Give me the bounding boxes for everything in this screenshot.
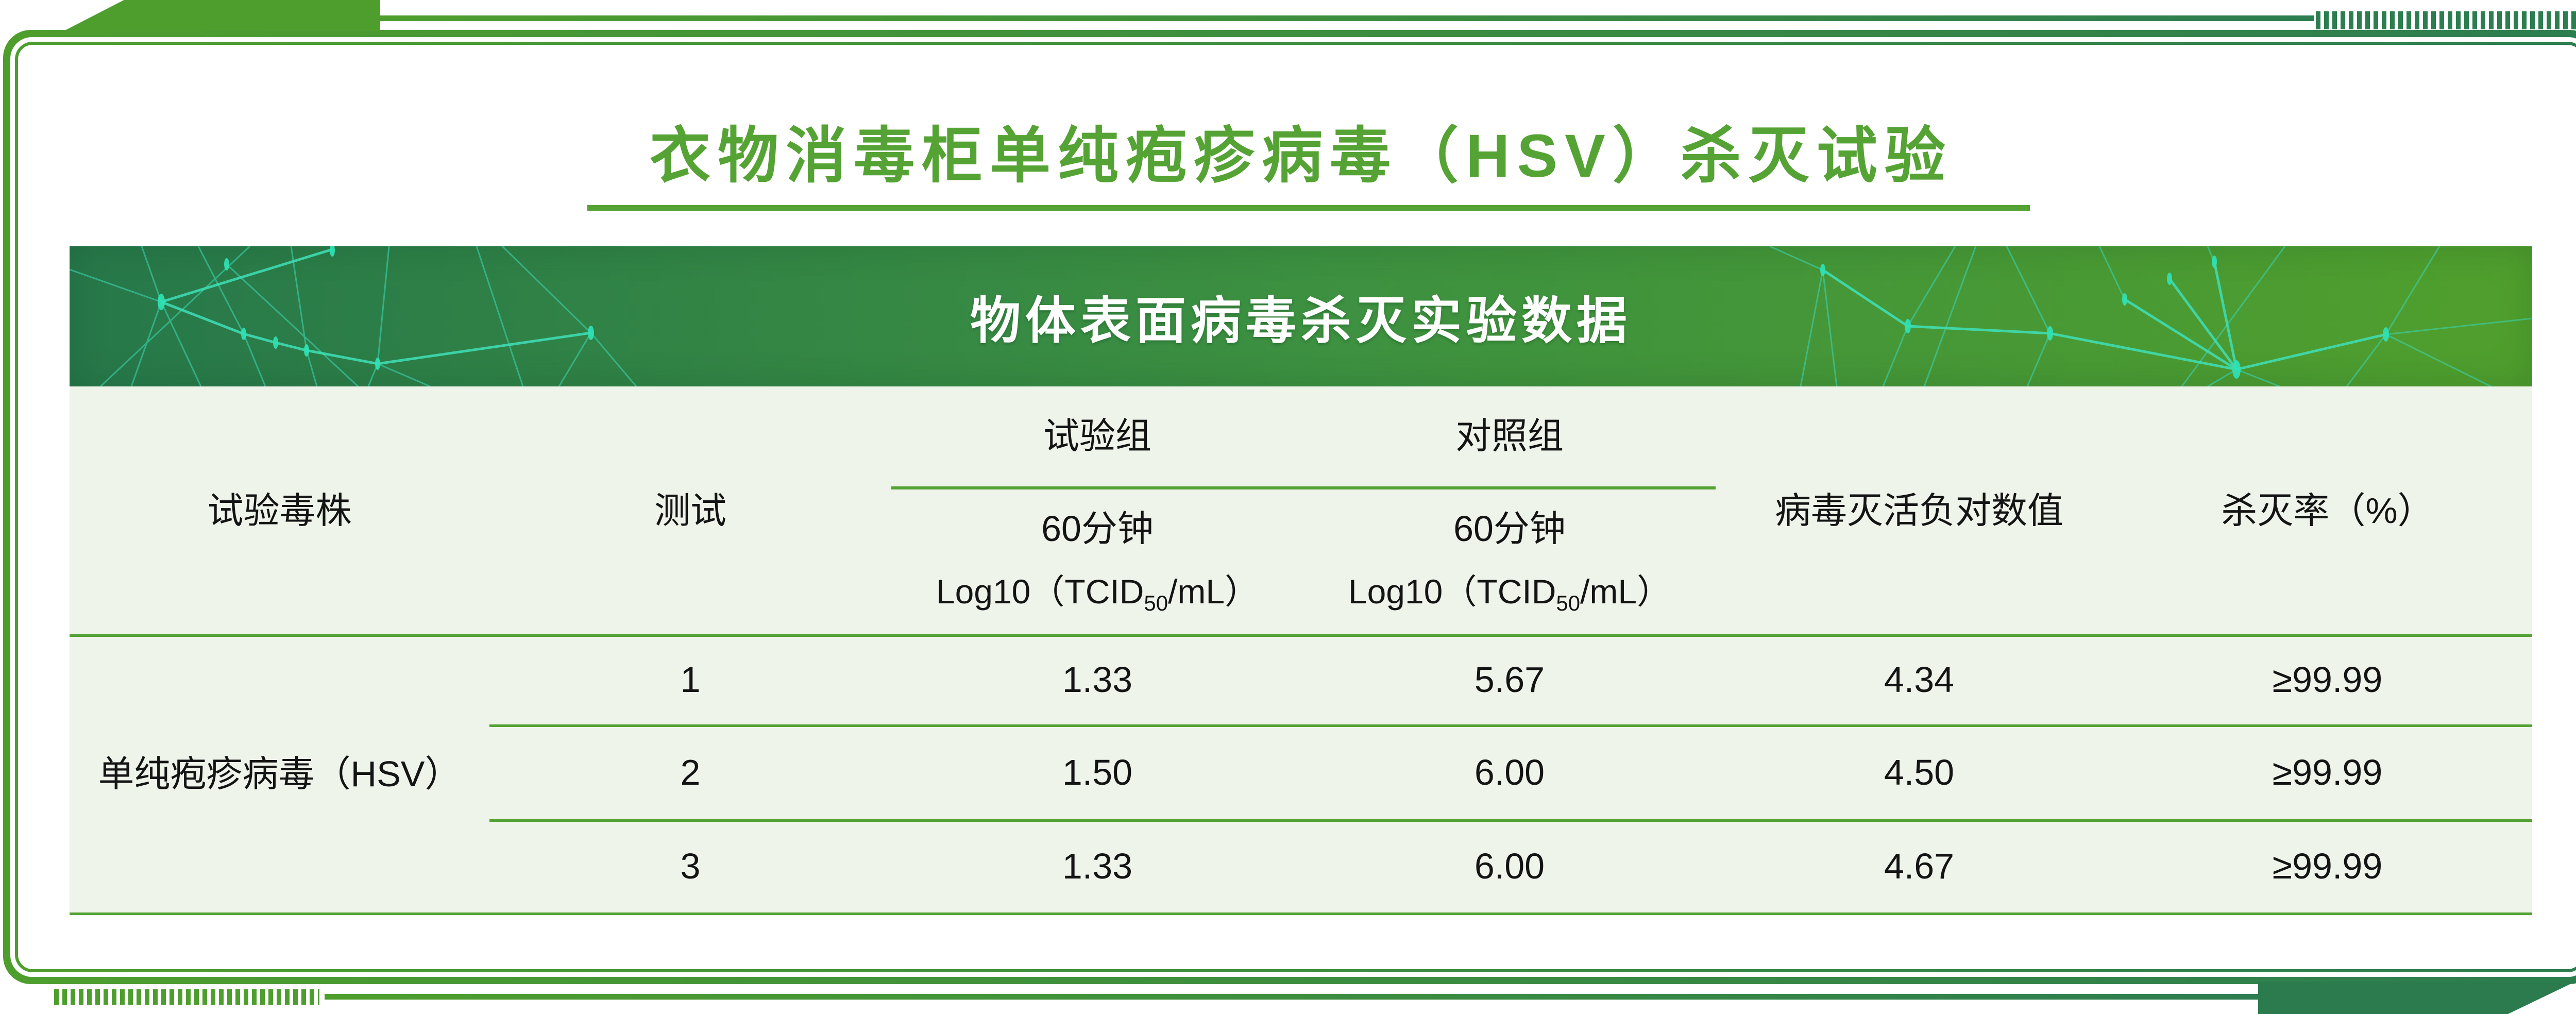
cell-control-group-value: 5.67 — [1474, 660, 1545, 700]
cell-kill-rate-value: ≥99.99 — [2272, 846, 2383, 887]
header-log-unit: Log10（TCID50/mL） — [1348, 570, 1671, 617]
header-time-label: 60分钟 — [1453, 509, 1566, 549]
cell-neg-log-value: 4.50 — [1884, 752, 1955, 792]
cell-test-group-value: 1.50 — [1062, 752, 1133, 792]
cell-neg-log-value: 4.67 — [1884, 846, 1955, 887]
header-log-unit: Log10（TCID50/mL） — [936, 570, 1259, 617]
cell-neg-log-value: 4.34 — [1884, 660, 1955, 700]
header-neg-log: 病毒灭活负对数值 — [1775, 490, 2063, 531]
page-title: 衣物消毒柜单纯疱疹病毒（HSV）杀灭试验 — [650, 122, 1953, 190]
row-separator — [489, 724, 2532, 727]
cell-kill-rate-value: ≥99.99 — [2272, 752, 2383, 792]
cell-test-group-value: 1.33 — [1062, 660, 1133, 700]
table-bottom-line — [70, 912, 2532, 915]
header-test-group-detail: 60分钟 Log10（TCID50/mL） — [891, 489, 1303, 634]
banner-title: 物体表面病毒杀灭实验数据 — [970, 292, 1632, 349]
data-table — [70, 386, 2532, 915]
cell-test-no: 2 — [680, 752, 701, 792]
top-left-ribbon-decoration — [64, 0, 380, 31]
log-unit-subscript: 50 — [1556, 591, 1581, 616]
banner-plexus-decoration — [70, 246, 2532, 386]
cell-control-group-value: 6.00 — [1474, 752, 1545, 792]
cell-test-no: 3 — [680, 846, 701, 887]
group-header-underline — [891, 486, 1716, 489]
header-bottom-line — [70, 634, 2532, 637]
log-unit-suffix: /mL） — [1168, 572, 1259, 611]
top-accent-line — [380, 15, 2314, 21]
log-unit-prefix: Log10（TCID — [936, 572, 1144, 611]
cell-test-no: 1 — [680, 660, 701, 700]
table-banner: 物体表面病毒杀灭实验数据 — [70, 246, 2532, 386]
strain-name-cell: 单纯疱疹病毒（HSV） — [98, 753, 461, 794]
header-kill-rate: 杀灭率（%） — [2221, 490, 2434, 531]
header-control-group: 对照组 — [1455, 416, 1564, 457]
log-unit-subscript: 50 — [1144, 591, 1168, 616]
title-underline — [587, 205, 2030, 211]
header-test-group: 试验组 — [1043, 416, 1151, 457]
log-unit-prefix: Log10（TCID — [1348, 572, 1556, 611]
bottom-accent-line — [325, 994, 2258, 1000]
header-control-group-detail: 60分钟 Log10（TCID50/mL） — [1303, 489, 1716, 634]
row-separator — [489, 819, 2532, 822]
cell-kill-rate-value: ≥99.99 — [2272, 660, 2383, 700]
bottom-left-stripes-decoration — [54, 989, 319, 1005]
header-time-label: 60分钟 — [1041, 509, 1154, 549]
top-right-stripes-decoration — [2316, 11, 2576, 29]
cell-test-group-value: 1.33 — [1062, 846, 1133, 887]
log-unit-suffix: /mL） — [1580, 572, 1671, 611]
cell-control-group-value: 6.00 — [1474, 846, 1545, 887]
header-strain: 试验毒株 — [207, 490, 352, 531]
bottom-right-ribbon-decoration — [2258, 982, 2574, 1014]
header-test: 测试 — [654, 490, 726, 531]
